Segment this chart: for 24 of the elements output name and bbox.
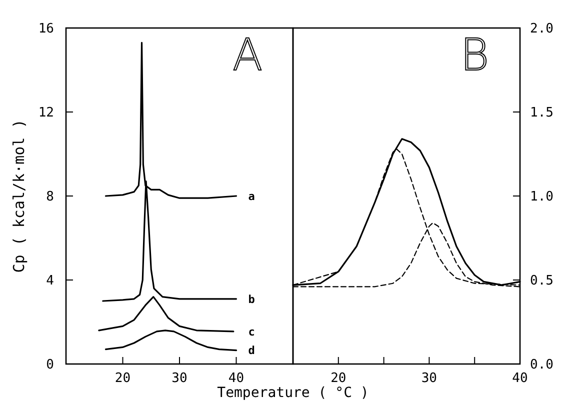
chart-title: B (460, 30, 490, 81)
x-tick-label: 40 (512, 371, 528, 386)
y-tick-label: 1.5 (530, 106, 554, 121)
x-tick-label: 20 (330, 371, 346, 386)
series-label: b (248, 292, 256, 306)
text: 2.0 (530, 22, 554, 37)
x-tick-label: 40 (228, 371, 244, 386)
text: 0.0 (530, 358, 554, 373)
text: 1.0 (530, 190, 554, 205)
chart-title: A (232, 30, 263, 81)
series-label: d (248, 344, 255, 358)
x-axis-title: Temperature ( °C ) (217, 385, 369, 401)
y-tick-label: 0.5 (530, 274, 554, 289)
y-axis-title: Cp ( kcal/k·mol ) (10, 119, 28, 273)
y-tick-label: 12 (38, 106, 54, 121)
x-tick-label: 30 (172, 371, 188, 386)
y-tick-label: 4 (46, 274, 54, 289)
x-tick-label: 30 (421, 371, 438, 386)
y-tick-label: 16 (38, 22, 54, 37)
series-label: a (248, 190, 255, 203)
x-tick-label: 20 (114, 371, 131, 386)
y-tick-label: 8 (46, 190, 54, 205)
series-label: c (248, 325, 255, 338)
y-tick-label: 0 (46, 358, 54, 373)
